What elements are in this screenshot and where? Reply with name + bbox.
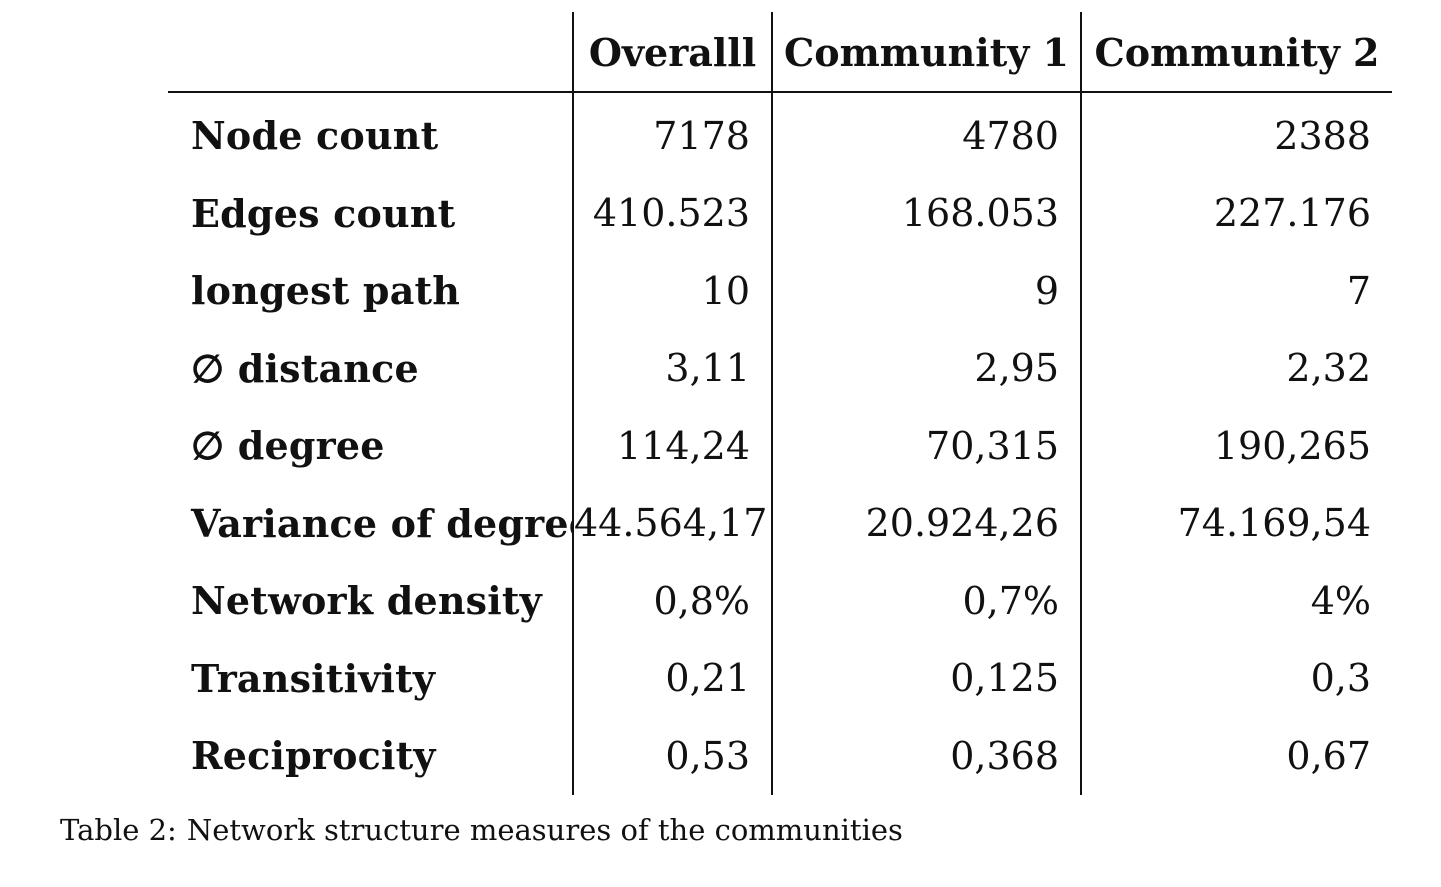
caption-text: Network structure measures of the commun… xyxy=(186,813,903,847)
cell-overall: 0,8% xyxy=(572,562,772,640)
row-label: Network density xyxy=(191,578,542,624)
cell-community-2: 74.169,54 xyxy=(1080,484,1392,562)
cell-overall: 3,11 xyxy=(572,329,772,407)
cell-community-1: 0,125 xyxy=(771,639,1081,717)
cell-community-2: 227.176 xyxy=(1080,174,1392,252)
cell-overall: 7178 xyxy=(572,92,772,175)
table-row: Reciprocity 0,53 0,368 0,67 xyxy=(168,717,1392,795)
table-row: Node count 7178 4780 2388 xyxy=(168,92,1392,175)
cell-community-1: 20.924,26 xyxy=(771,484,1081,562)
table-row: Edges count 410.523 168.053 227.176 xyxy=(168,174,1392,252)
cell-overall: 44.564,17 xyxy=(572,484,772,562)
cell-overall: 10 xyxy=(572,252,772,330)
header-row: Overalll Community 1 Community 2 xyxy=(168,12,1392,93)
cell-community-2: 4% xyxy=(1080,562,1392,640)
table-header: Overalll Community 1 Community 2 xyxy=(168,12,1392,93)
header-cell-overall: Overalll xyxy=(572,12,772,93)
cell-community-1: 0,368 xyxy=(771,717,1081,795)
cell-community-1: 0,7% xyxy=(771,562,1081,640)
cell-community-2: 0,3 xyxy=(1080,639,1392,717)
table-body: Node count 7178 4780 2388 Edges count 41… xyxy=(168,92,1392,795)
cell-community-1: 9 xyxy=(771,252,1081,330)
cell-overall: 114,24 xyxy=(572,407,772,485)
cell-overall: 410.523 xyxy=(572,174,772,252)
cell-community-2: 0,67 xyxy=(1080,717,1392,795)
table-row: Transitivity 0,21 0,125 0,3 xyxy=(168,639,1392,717)
caption-label: Table 2: xyxy=(60,813,177,847)
table-row: ∅ distance 3,11 2,95 2,32 xyxy=(168,329,1392,407)
row-label: ∅ distance xyxy=(191,345,419,391)
row-label: Transitivity xyxy=(191,655,436,701)
network-measures-table: Overalll Community 1 Community 2 Node co… xyxy=(168,12,1392,795)
table-row: Network density 0,8% 0,7% 4% xyxy=(168,562,1392,640)
header-cell-community-1: Community 1 xyxy=(771,12,1081,93)
cell-community-2: 2388 xyxy=(1080,92,1392,175)
cell-overall: 0,53 xyxy=(572,717,772,795)
cell-community-1: 168.053 xyxy=(771,174,1081,252)
row-label: Reciprocity xyxy=(191,733,436,779)
cell-community-2: 2,32 xyxy=(1080,329,1392,407)
row-label: Node count xyxy=(191,113,439,159)
cell-community-1: 2,95 xyxy=(771,329,1081,407)
table-caption: Table 2: Network structure measures of th… xyxy=(60,813,903,847)
cell-community-2: 7 xyxy=(1080,252,1392,330)
cell-community-1: 4780 xyxy=(771,92,1081,175)
row-label: ∅ degree xyxy=(191,423,385,469)
table-row: longest path 10 9 7 xyxy=(168,252,1392,330)
header-cell-community-2: Community 2 xyxy=(1080,12,1392,93)
row-label: Edges count xyxy=(191,190,456,236)
row-label: longest path xyxy=(191,268,461,314)
header-cell-empty xyxy=(168,12,573,93)
row-label: Variance of degree xyxy=(191,500,573,546)
table-row: ∅ degree 114,24 70,315 190,265 xyxy=(168,407,1392,485)
table-row: Variance of degree 44.564,17 20.924,26 7… xyxy=(168,484,1392,562)
cell-community-1: 70,315 xyxy=(771,407,1081,485)
cell-overall: 0,21 xyxy=(572,639,772,717)
cell-community-2: 190,265 xyxy=(1080,407,1392,485)
